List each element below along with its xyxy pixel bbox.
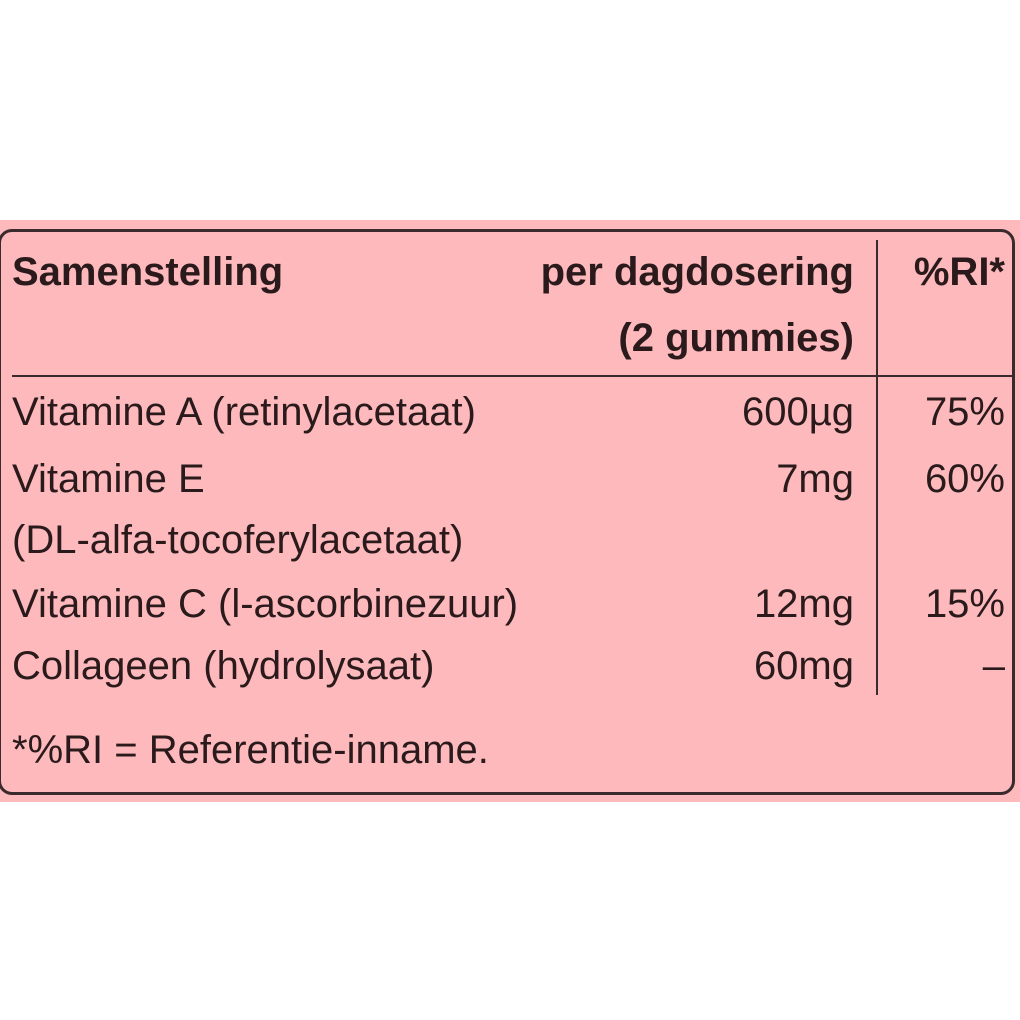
header-ri: %RI* (913, 250, 1005, 294)
row-name: Vitamine C (l-ascorbinezuur) (12, 582, 519, 626)
header-divider (12, 375, 1015, 377)
label-background (0, 220, 1020, 802)
footnote: *%RI = Referentie-inname. (12, 728, 489, 772)
column-divider (876, 240, 878, 695)
row-amount: 600µg (741, 390, 854, 434)
row-amount: 60mg (753, 644, 854, 688)
composition-table (0, 229, 1015, 795)
header-per-daily-dose: per dagdosering (540, 250, 854, 294)
row-ri: 75% (924, 390, 1005, 434)
header-composition: Samenstelling (12, 250, 284, 294)
row-amount: 7mg (776, 457, 854, 501)
row-ri: – (982, 644, 1005, 688)
row-name-line2: (DL-alfa-tocoferylacetaat) (12, 518, 464, 562)
row-amount: 12mg (753, 582, 854, 626)
row-name: Collageen (hydrolysaat) (12, 644, 435, 688)
row-name: Vitamine A (retinylacetaat) (12, 390, 476, 434)
row-ri: 15% (924, 582, 1005, 626)
header-serving: (2 gummies) (618, 316, 854, 360)
row-name: Vitamine E (12, 457, 205, 501)
row-ri: 60% (924, 457, 1005, 501)
